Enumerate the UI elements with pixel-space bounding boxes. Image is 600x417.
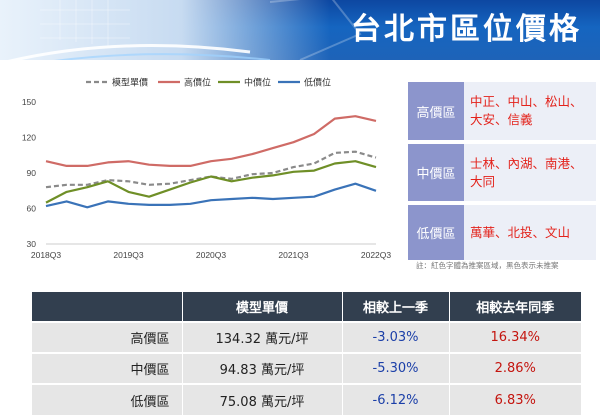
x-axis: 2018Q3 2019Q3 2020Q3 2021Q3 2022Q3 bbox=[31, 250, 392, 260]
qoq-cell: -6.12% bbox=[342, 383, 450, 415]
price-cell: 75.08 萬元/坪 bbox=[182, 383, 343, 415]
district-label: 中價區 bbox=[408, 144, 464, 201]
banner-decoration bbox=[8, 0, 362, 60]
footnote: 註：紅色字體為推案區域，黑色表示未推案 bbox=[416, 261, 559, 270]
legend-label: 低價位 bbox=[304, 77, 331, 89]
table-header-row: 模型單價 相較上一季 相較去年同季 bbox=[32, 292, 581, 322]
y-axis: 30 60 90 120 150 bbox=[22, 97, 376, 249]
series-lines bbox=[45, 115, 377, 209]
district-row-low: 低價區 萬華、北投、文山 bbox=[408, 205, 596, 260]
series-line bbox=[45, 160, 377, 204]
qoq-cell: -5.30% bbox=[342, 352, 450, 384]
summary-table: 模型單價 相較上一季 相較去年同季 高價區 134.32 萬元/坪 -3.03%… bbox=[32, 292, 581, 415]
table-header-qoq: 相較上一季 bbox=[342, 292, 450, 322]
district-label: 低價區 bbox=[408, 205, 464, 260]
qoq-cell: -3.03% bbox=[342, 321, 450, 353]
yoy-cell: 2.86% bbox=[449, 352, 581, 384]
table-row: 低價區 75.08 萬元/坪 -6.12% 6.83% bbox=[32, 383, 581, 415]
table-row: 高價區 134.32 萬元/坪 -3.03% 16.34% bbox=[32, 321, 581, 353]
x-tick-label: 2021Q3 bbox=[278, 250, 309, 260]
x-tick-label: 2018Q3 bbox=[31, 250, 62, 260]
banner-sky-background bbox=[0, 0, 330, 60]
legend-label: 中價位 bbox=[244, 77, 271, 89]
y-tick-label: 90 bbox=[27, 168, 37, 178]
x-tick-label: 2019Q3 bbox=[113, 250, 144, 260]
table-header-price: 模型單價 bbox=[182, 292, 343, 322]
y-tick-label: 150 bbox=[22, 97, 36, 107]
table-header-blank bbox=[32, 292, 183, 322]
price-cell: 134.32 萬元/坪 bbox=[182, 321, 343, 353]
district-panel: 高價區 中正、中山、松山、大安、信義 中價區 士林、內湖、南港、大同 低價區 萬… bbox=[408, 82, 596, 264]
y-tick-label: 30 bbox=[27, 239, 37, 249]
header-banner: 台北市區位價格 bbox=[0, 0, 600, 60]
district-areas: 中正、中山、松山、大安、信義 bbox=[470, 94, 583, 127]
series-line bbox=[45, 150, 377, 189]
district-row-high: 高價區 中正、中山、松山、大安、信義 bbox=[408, 82, 596, 140]
yoy-cell: 6.83% bbox=[449, 383, 581, 415]
y-tick-label: 60 bbox=[27, 204, 37, 214]
y-tick-label: 120 bbox=[22, 133, 36, 143]
legend-label: 模型單價 bbox=[112, 78, 148, 89]
district-row-mid: 中價區 士林、內湖、南港、大同 bbox=[408, 144, 596, 201]
x-tick-label: 2020Q3 bbox=[196, 250, 227, 260]
district-areas: 士林、內湖、南港、大同 bbox=[470, 155, 583, 189]
zone-cell: 低價區 bbox=[32, 383, 183, 415]
page-title: 台北市區位價格 bbox=[351, 12, 582, 47]
legend-label: 高價位 bbox=[184, 77, 211, 89]
district-areas: 萬華、北投、文山 bbox=[470, 224, 571, 240]
series-line bbox=[45, 115, 377, 168]
yoy-cell: 16.34% bbox=[449, 321, 581, 353]
series-line bbox=[45, 182, 377, 209]
zone-cell: 中價區 bbox=[32, 352, 183, 384]
table-header-yoy: 相較去年同季 bbox=[449, 292, 581, 322]
chart-legend: 模型單價 高價位 中價位 低價位 bbox=[86, 77, 331, 89]
price-cell: 94.83 萬元/坪 bbox=[182, 352, 343, 384]
table-row: 中價區 94.83 萬元/坪 -5.30% 2.86% bbox=[32, 352, 581, 384]
x-tick-label: 2022Q3 bbox=[361, 250, 392, 260]
district-label: 高價區 bbox=[408, 82, 464, 140]
zone-cell: 高價區 bbox=[32, 321, 183, 353]
